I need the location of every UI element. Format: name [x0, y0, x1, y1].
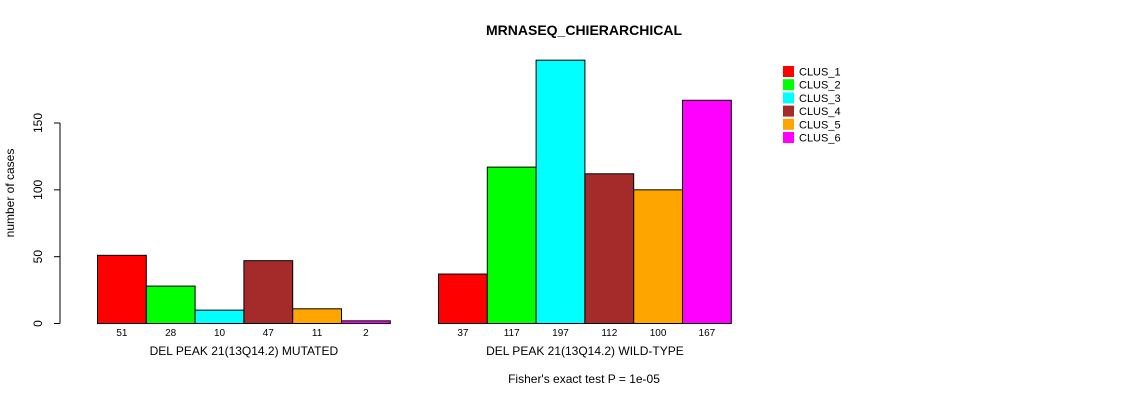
legend-swatch: [783, 132, 794, 143]
legend-swatch: [783, 105, 794, 117]
y-axis-label: number of cases: [3, 149, 17, 238]
bar-1-clus-5: [292, 308, 343, 324]
legend-label: CLUS_1: [799, 67, 841, 79]
bar-value-label: 11: [312, 328, 323, 339]
bar-value-label: 117: [504, 328, 520, 339]
legend-label: CLUS_3: [799, 93, 841, 105]
y-tick-label: 100: [31, 180, 45, 200]
bars-layer: [97, 59, 732, 324]
bar-1-clus-2: [145, 285, 196, 324]
bar-1-clus-6: [341, 320, 391, 324]
y-tick-label: 150: [31, 113, 45, 133]
y-tick-label: 0: [31, 320, 45, 327]
value-labels-layer: 51 28 10 47 11 2 37 117 197 112 100 167: [116, 328, 715, 339]
legend-label: CLUS_4: [799, 106, 841, 118]
legend-swatch: [783, 79, 794, 91]
legend-swatch: [783, 66, 794, 77]
chart-title: MRNASEQ_CHIERARCHICAL: [486, 22, 682, 38]
y-axis: 0 50 100 150: [31, 113, 61, 327]
bar-1-clus-4: [243, 260, 294, 324]
bar-2-clus-6: [682, 99, 732, 324]
legend-label: CLUS_5: [799, 119, 841, 131]
bar-value-label: 37: [457, 328, 469, 339]
y-tick-label: 50: [31, 250, 45, 264]
legend-swatch: [783, 118, 794, 130]
bar-2-clus-3: [535, 59, 586, 324]
bar-1-clus-1: [97, 254, 147, 324]
group-labels-layer: DEL PEAK 21(13Q14.2) MUTATED DEL PEAK 21(…: [150, 344, 684, 358]
bar-value-label: 10: [214, 328, 226, 339]
bar-2-clus-4: [584, 173, 635, 324]
group-label: DEL PEAK 21(13Q14.2) MUTATED: [150, 344, 339, 358]
bar-value-label: 47: [263, 328, 275, 339]
fisher-test-footnote: Fisher's exact test P = 1e-05: [508, 372, 660, 386]
bar-value-label: 51: [116, 328, 128, 339]
bar-2-clus-2: [486, 166, 537, 324]
bar-value-label: 28: [165, 328, 177, 339]
bar-2-clus-1: [438, 273, 488, 324]
legend-label: CLUS_6: [799, 133, 841, 145]
bar-2-clus-5: [633, 189, 684, 324]
legend-swatch: [783, 92, 794, 104]
bar-1-clus-3: [194, 309, 245, 324]
legend-label: CLUS_2: [799, 80, 841, 92]
bar-value-label: 2: [363, 328, 369, 339]
group-label: DEL PEAK 21(13Q14.2) WILD-TYPE: [486, 344, 684, 358]
bar-value-label: 167: [699, 328, 716, 339]
bar-value-label: 197: [552, 328, 569, 339]
bar-value-label: 112: [601, 328, 617, 339]
bar-value-label: 100: [650, 328, 667, 339]
